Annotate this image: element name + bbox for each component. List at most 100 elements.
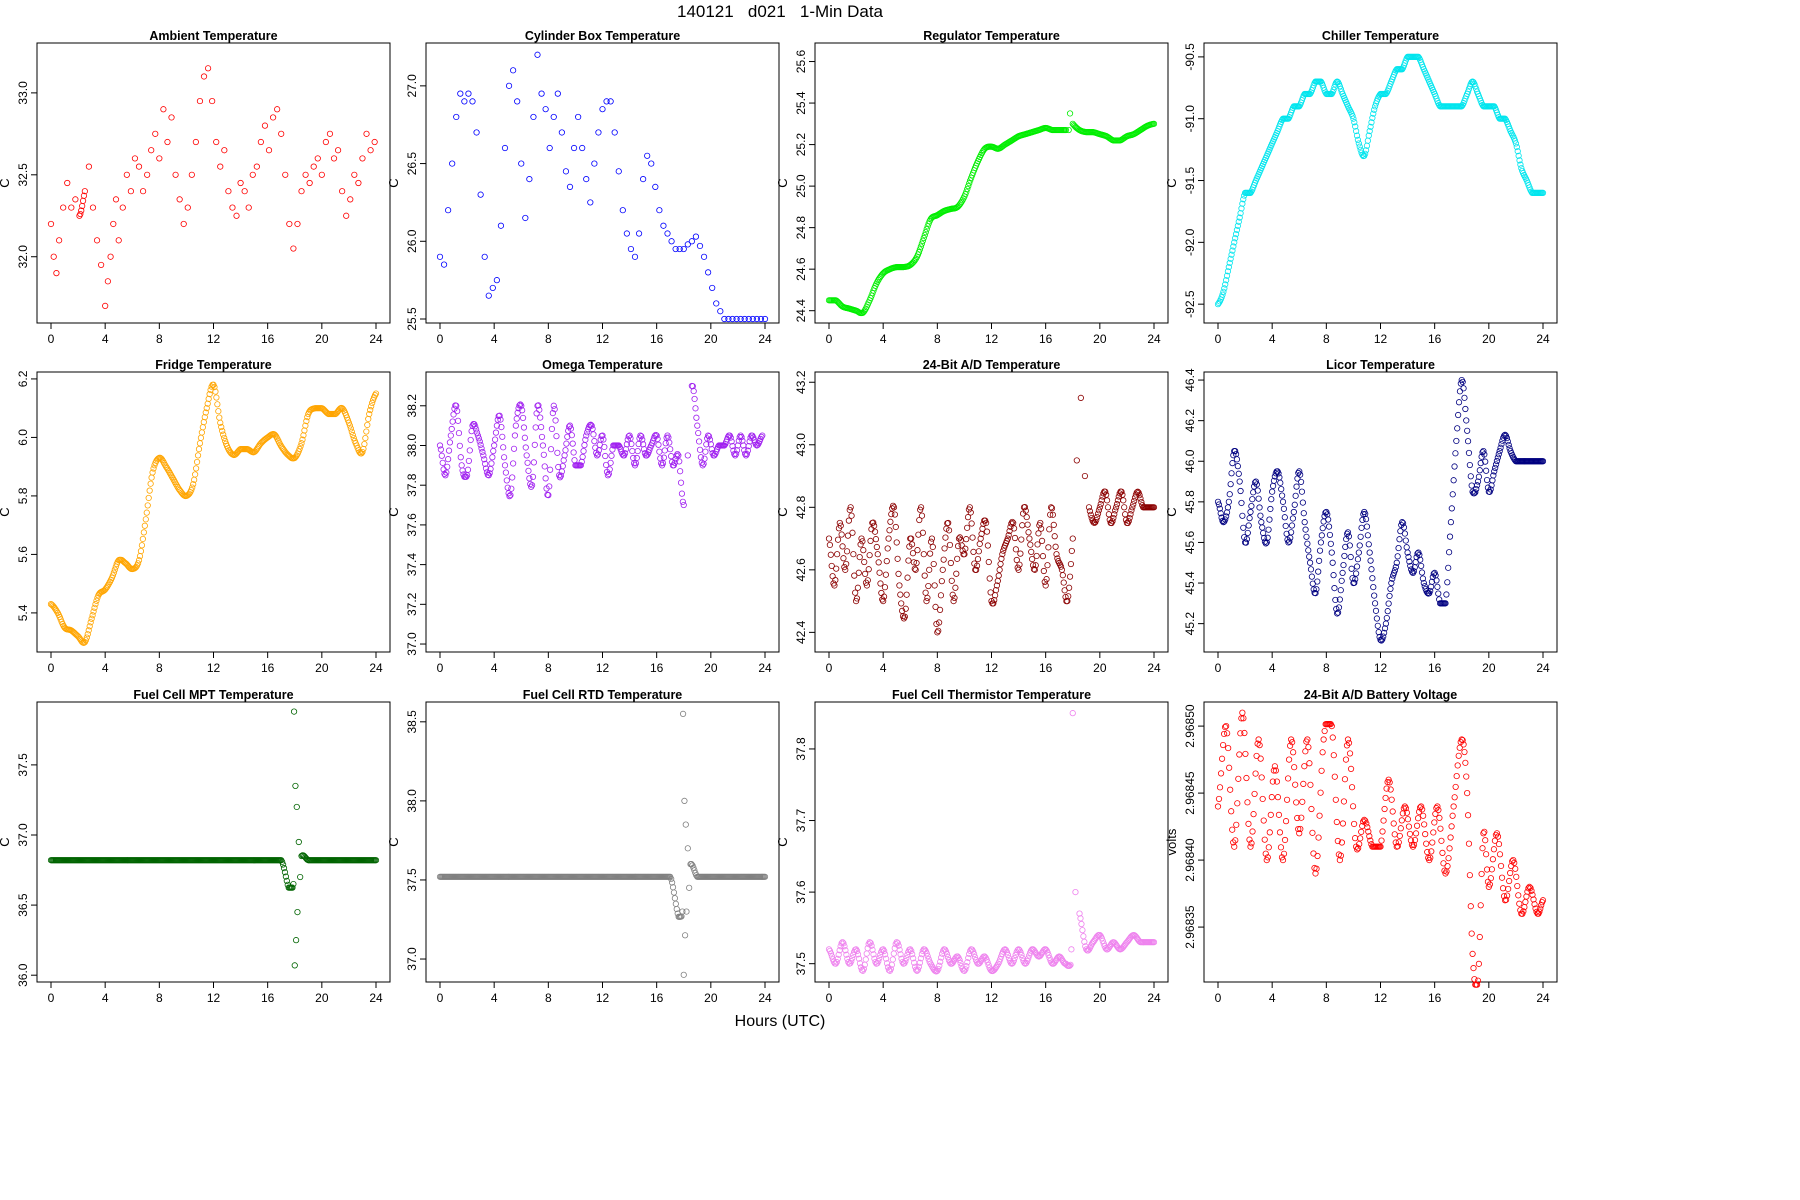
data-point <box>1325 523 1333 530</box>
data-point <box>1452 783 1459 791</box>
data-point <box>1098 497 1105 504</box>
data-point <box>1342 756 1350 763</box>
y-tick-label: 46.0 <box>1183 449 1197 473</box>
data-point <box>1103 497 1111 504</box>
data-point <box>916 516 923 524</box>
data-point <box>964 524 971 531</box>
x-tick-label: 8 <box>156 661 163 675</box>
data-point <box>660 222 667 229</box>
data-point <box>893 539 900 546</box>
y-tick-label: -92.5 <box>1183 290 1197 318</box>
data-point <box>1102 488 1109 495</box>
data-point <box>1294 475 1301 482</box>
data-point <box>1353 127 1360 135</box>
y-axis-label: volts <box>1164 828 1179 855</box>
data-point <box>973 566 980 573</box>
data-point <box>876 569 883 576</box>
data-point <box>1081 472 1089 480</box>
data-point <box>1395 839 1402 846</box>
data-point <box>461 98 468 105</box>
data-point <box>1252 478 1260 485</box>
data-point <box>1462 405 1469 413</box>
y-tick-label: 37.2 <box>405 592 419 616</box>
data-point <box>1410 568 1418 575</box>
data-point <box>1378 637 1385 644</box>
data-point <box>1262 850 1269 857</box>
data-point <box>140 529 147 536</box>
data-point <box>1275 811 1283 818</box>
data-point <box>545 492 552 499</box>
data-point <box>1454 425 1461 432</box>
data-point <box>1390 820 1397 827</box>
data-point <box>1405 823 1413 830</box>
data-point <box>955 535 963 542</box>
data-point <box>525 467 532 474</box>
data-point <box>1027 541 1034 548</box>
data-point <box>634 447 641 455</box>
data-point <box>1073 457 1080 464</box>
data-point <box>1233 456 1241 463</box>
data-point <box>828 562 835 570</box>
data-point <box>1052 958 1059 965</box>
data-point <box>1477 902 1484 909</box>
data-point <box>1463 773 1470 780</box>
data-point <box>1472 83 1479 90</box>
data-point <box>895 942 902 949</box>
x-tick-label: 16 <box>1428 991 1442 1005</box>
data-point <box>939 566 946 573</box>
x-tick-label: 4 <box>1269 661 1276 675</box>
data-point <box>1261 836 1268 843</box>
data-point <box>845 517 852 524</box>
data-point <box>1312 590 1319 597</box>
data-point <box>1094 513 1101 521</box>
data-point <box>1009 518 1016 526</box>
data-point <box>444 463 451 470</box>
data-point <box>861 558 868 566</box>
data-point <box>927 550 934 557</box>
data-point <box>1363 523 1371 530</box>
data-point <box>1225 263 1232 271</box>
data-point <box>1500 893 1508 900</box>
data-point <box>1430 829 1437 836</box>
data-point <box>1455 399 1463 406</box>
data-point <box>1455 411 1462 419</box>
data-point <box>1066 962 1073 969</box>
data-point <box>1069 710 1076 717</box>
data-point <box>1355 549 1362 556</box>
data-point <box>1022 507 1029 514</box>
data-point <box>372 390 380 397</box>
data-point <box>1051 533 1058 540</box>
data-point <box>526 176 533 183</box>
x-tick-label: 20 <box>1093 991 1107 1005</box>
data-point <box>148 147 155 154</box>
data-point <box>1429 839 1436 846</box>
data-point <box>1011 954 1018 962</box>
data-point <box>696 446 704 453</box>
x-tick-label: 24 <box>758 661 772 675</box>
chart-panel-0: Ambient TemperatureC0481216202432.032.53… <box>0 29 391 346</box>
data-point <box>1472 489 1479 496</box>
data-point <box>527 480 534 488</box>
data-point <box>453 113 460 121</box>
data-point <box>548 425 556 433</box>
data-point <box>688 861 695 868</box>
data-point <box>1511 859 1518 866</box>
data-point <box>1531 901 1538 908</box>
data-point <box>212 388 219 395</box>
data-point <box>1418 803 1425 810</box>
data-point <box>1365 541 1372 548</box>
data-point <box>1492 464 1499 472</box>
data-point <box>1480 448 1487 455</box>
data-point <box>1465 449 1473 457</box>
x-tick-label: 4 <box>880 991 887 1005</box>
data-point <box>367 147 374 154</box>
data-point <box>1371 592 1378 599</box>
data-point <box>700 253 708 260</box>
data-point <box>1264 534 1271 541</box>
data-point <box>1048 505 1056 512</box>
data-point <box>954 543 962 550</box>
data-point <box>594 451 602 458</box>
data-point <box>538 424 545 431</box>
data-point <box>1017 949 1024 956</box>
data-point <box>1528 887 1535 894</box>
